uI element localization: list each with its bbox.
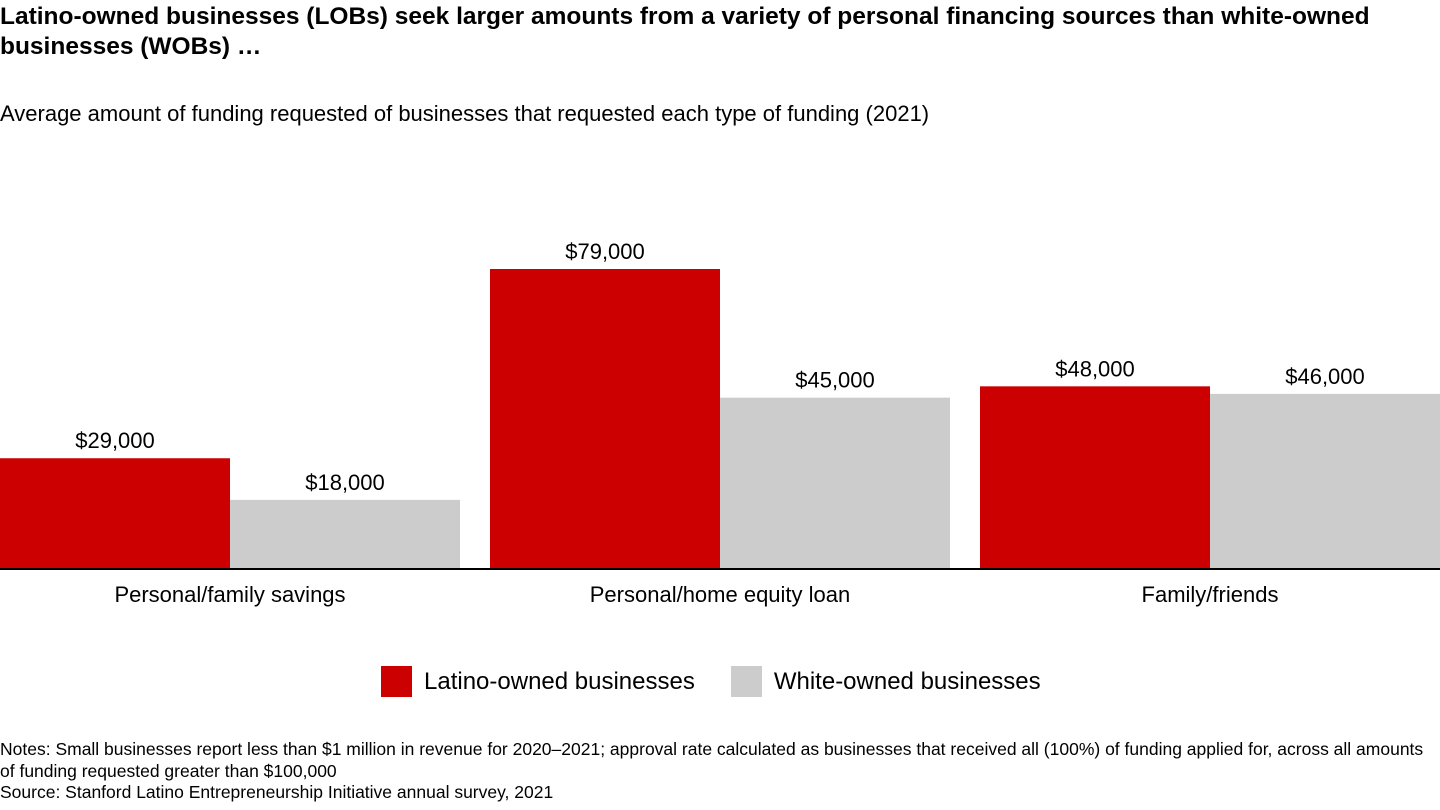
bar-white-2 [1210, 393, 1440, 568]
legend-item-latino: Latino-owned businesses [381, 666, 695, 697]
bar-latino-0 [0, 458, 230, 568]
bar-latino-1 [490, 269, 720, 568]
data-label: $79,000 [565, 239, 645, 264]
source-text: Source: Stanford Latino Entrepreneurship… [0, 782, 554, 802]
notes-text: Notes: Small businesses report less than… [0, 739, 1424, 781]
bar-white-0 [230, 499, 460, 568]
chart-title: Latino-owned businesses (LOBs) seek larg… [0, 3, 1370, 60]
category-label: Personal/home equity loan [590, 582, 851, 607]
data-label: $46,000 [1285, 364, 1365, 389]
legend-swatch-latino [381, 666, 412, 697]
data-label: $45,000 [795, 368, 875, 393]
data-label: $29,000 [75, 428, 155, 453]
data-label: $48,000 [1055, 356, 1135, 381]
legend: Latino-owned businesses White-owned busi… [381, 666, 1077, 697]
legend-label-latino: Latino-owned businesses [424, 667, 695, 695]
category-label: Personal/family savings [114, 582, 345, 607]
bar-white-1 [720, 397, 950, 568]
legend-label-white: White-owned businesses [773, 667, 1041, 695]
legend-swatch-white [730, 666, 762, 697]
category-label: Family/friends [1142, 582, 1279, 607]
bar-chart: $29,000 $18,000 Personal/family savings $79… [0, 239, 1440, 607]
notes: Notes: Small businesses report less than… [0, 739, 1440, 804]
bar-latino-2 [980, 386, 1210, 568]
chart-subtitle: Average amount of funding requested of b… [0, 101, 930, 126]
legend-item-white: White-owned businesses [730, 666, 1041, 697]
data-label: $18,000 [305, 470, 385, 495]
